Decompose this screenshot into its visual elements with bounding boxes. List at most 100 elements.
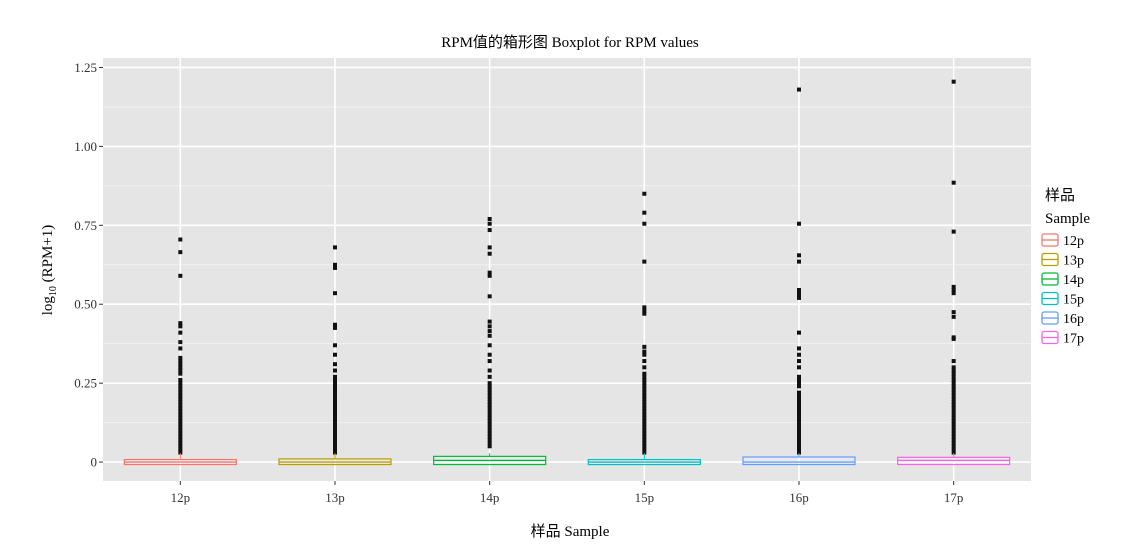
outlier-point xyxy=(642,415,647,420)
outlier-point xyxy=(951,79,956,84)
outlier-point xyxy=(333,291,337,296)
outlier-point xyxy=(178,406,183,411)
y-tick-label: 0 xyxy=(91,455,98,470)
outlier-point xyxy=(797,400,801,405)
outlier-points xyxy=(178,79,956,455)
outlier-point xyxy=(333,393,337,398)
outlier-point xyxy=(178,321,183,326)
outlier-point xyxy=(333,352,337,357)
outlier-point xyxy=(333,447,337,452)
outlier-point xyxy=(487,400,492,405)
outlier-point xyxy=(797,425,801,430)
outlier-point xyxy=(642,191,647,196)
outlier-point xyxy=(178,437,183,442)
outlier-point xyxy=(333,362,337,367)
outlier-point xyxy=(642,419,647,424)
outlier-point xyxy=(178,428,183,433)
outlier-point xyxy=(487,437,492,442)
outlier-point xyxy=(951,288,956,293)
outlier-point xyxy=(333,437,337,442)
outlier-point xyxy=(642,344,647,349)
y-axis-ticks: 0 0.25 0.50 0.75 1.00 1.25 xyxy=(74,60,103,470)
outlier-point xyxy=(642,400,647,405)
outlier-point xyxy=(333,406,337,411)
x-tick-label: 15p xyxy=(635,490,655,505)
outlier-point xyxy=(797,428,801,433)
legend-label-13p: 13p xyxy=(1063,254,1084,269)
outlier-point xyxy=(333,384,337,389)
x-tick-label: 16p xyxy=(789,490,809,505)
outlier-point xyxy=(178,384,183,389)
outlier-point xyxy=(951,374,956,379)
outlier-point xyxy=(642,381,647,386)
outlier-point xyxy=(178,237,183,242)
outlier-point xyxy=(797,289,801,294)
outlier-point xyxy=(951,447,956,452)
outlier-point xyxy=(797,384,801,389)
legend-title-line2: Sample xyxy=(1045,211,1090,227)
outlier-point xyxy=(797,259,801,264)
outlier-point xyxy=(951,310,956,315)
outlier-point xyxy=(642,390,647,395)
outlier-point xyxy=(797,422,801,427)
outlier-point xyxy=(487,228,492,233)
outlier-point xyxy=(951,428,956,433)
outlier-point xyxy=(951,425,956,430)
outlier-point xyxy=(487,419,492,424)
outlier-point xyxy=(487,431,492,436)
legend-items: 12p 13p 14p 15p 16p 17p xyxy=(1041,233,1084,347)
outlier-point xyxy=(178,365,183,370)
outlier-point xyxy=(951,336,956,341)
outlier-point xyxy=(642,412,647,417)
outlier-point xyxy=(951,393,956,398)
outlier-point xyxy=(642,447,647,452)
outlier-point xyxy=(487,245,492,250)
outlier-point xyxy=(951,284,956,289)
outlier-point xyxy=(178,359,183,364)
outlier-point xyxy=(178,450,183,455)
outlier-point xyxy=(951,431,956,436)
outlier-point xyxy=(797,365,801,370)
outlier-point xyxy=(487,251,492,256)
outlier-point xyxy=(487,387,492,392)
y-tick-label: 0.75 xyxy=(74,218,97,233)
outlier-point xyxy=(642,428,647,433)
plot-panel xyxy=(103,58,1031,481)
outlier-point xyxy=(951,444,956,449)
outlier-point xyxy=(642,365,647,370)
outlier-point xyxy=(178,447,183,452)
outlier-point xyxy=(178,368,183,373)
outlier-point xyxy=(797,221,801,226)
outlier-point xyxy=(178,330,183,335)
outlier-point xyxy=(951,359,956,364)
outlier-point xyxy=(642,425,647,430)
outlier-point xyxy=(797,346,801,351)
outlier-point xyxy=(333,415,337,420)
outlier-point xyxy=(487,374,492,379)
outlier-point xyxy=(178,412,183,417)
outlier-point xyxy=(642,406,647,411)
outlier-point xyxy=(642,441,647,446)
outlier-point xyxy=(797,444,801,449)
outlier-point xyxy=(642,349,647,354)
outlier-point xyxy=(333,403,337,408)
outlier-point xyxy=(642,450,647,455)
outlier-point xyxy=(797,434,801,439)
legend-label-12p: 12p xyxy=(1063,234,1084,249)
outlier-point xyxy=(797,87,801,92)
outlier-point xyxy=(333,450,337,455)
outlier-point xyxy=(333,343,337,348)
outlier-point xyxy=(797,431,801,436)
outlier-point xyxy=(178,346,183,351)
outlier-point xyxy=(333,431,337,436)
outlier-point xyxy=(333,381,337,386)
outlier-point xyxy=(333,368,337,373)
outlier-point xyxy=(642,352,647,357)
outlier-point xyxy=(487,422,492,427)
outlier-point xyxy=(487,221,492,226)
outlier-point xyxy=(797,330,801,335)
outlier-point xyxy=(797,409,801,414)
outlier-point xyxy=(797,253,801,258)
outlier-point xyxy=(642,371,647,376)
